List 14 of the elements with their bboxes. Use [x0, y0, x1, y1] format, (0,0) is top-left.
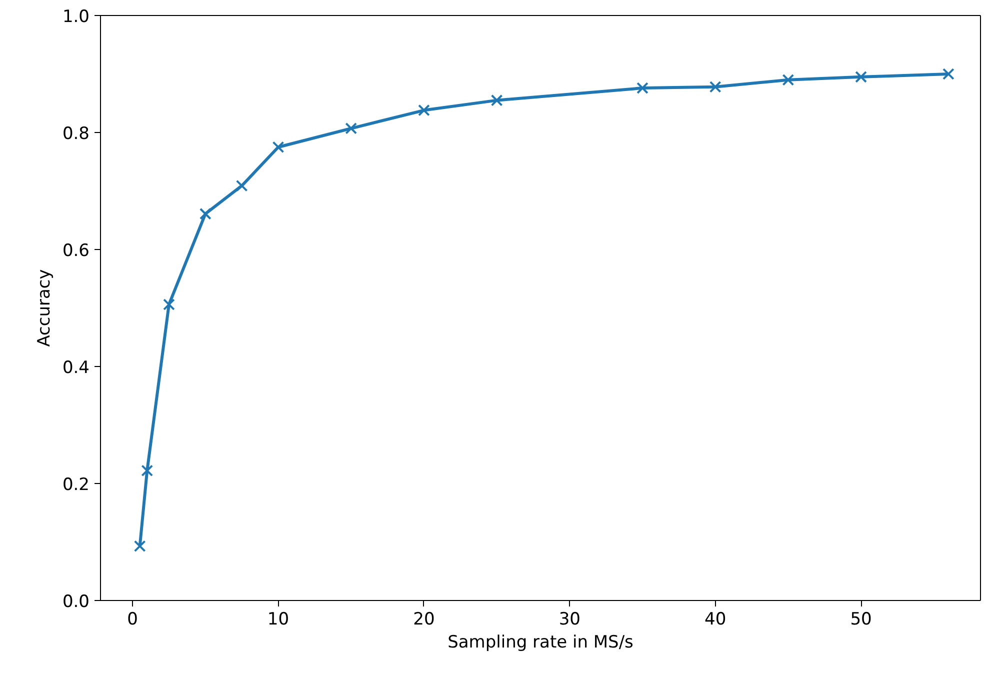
y-tick-label: 0.6: [62, 241, 90, 261]
x-tick-label: 0: [127, 610, 138, 630]
x-tick-label: 10: [267, 610, 290, 630]
x-tick-label: 20: [413, 610, 435, 630]
x-tick-label: 30: [558, 610, 580, 630]
x-axis-title: Sampling rate in MS/s: [448, 632, 634, 652]
y-tick-label: 0.8: [62, 124, 90, 144]
x-tick-label: 40: [704, 610, 726, 630]
x-tick-label: 50: [850, 610, 872, 630]
y-axis-title: Accuracy: [34, 269, 54, 347]
y-tick-label: 0.2: [62, 475, 90, 495]
y-tick-label: 0.4: [62, 358, 90, 378]
y-tick-label: 1.0: [62, 7, 90, 27]
y-tick-label: 0.0: [62, 592, 90, 612]
